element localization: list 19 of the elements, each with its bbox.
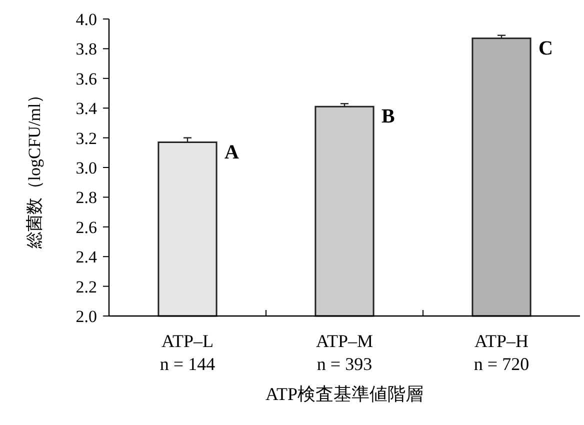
y-tick-label: 2.2 — [76, 277, 97, 296]
annotation: C — [538, 37, 553, 60]
annotation: A — [224, 141, 240, 164]
y-tick-label: 2.6 — [76, 218, 97, 237]
y-tick-label: 3.0 — [76, 158, 97, 178]
y-tick-label: 2.4 — [76, 248, 98, 267]
y-tick-label: 3.2 — [76, 128, 97, 148]
annotation: B — [382, 106, 395, 128]
y-tick-label: 2.0 — [76, 307, 97, 326]
y-tick-label: 2.8 — [76, 188, 97, 208]
x-tick-label: ATP–M n = 393 — [316, 331, 374, 374]
y-axis-title: 総菌数（logCFU/ml） — [25, 86, 44, 250]
y-tick-label: 4.0 — [76, 10, 97, 29]
x-tick-label: ATP–H n = 720 — [474, 331, 530, 374]
y-tick-label: 3.8 — [76, 40, 97, 59]
x-tick-label: ATP–L n = 144 — [160, 331, 216, 374]
x-axis-title: ATP検査基準値階層 — [265, 384, 424, 404]
y-tick-label: 3.4 — [76, 99, 98, 118]
y-tick-label: 3.6 — [76, 69, 97, 88]
